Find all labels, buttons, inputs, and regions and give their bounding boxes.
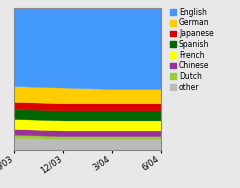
Legend: English, German, Japanese, Spanish, French, Chinese, Dutch, other: English, German, Japanese, Spanish, Fren…	[169, 7, 215, 92]
